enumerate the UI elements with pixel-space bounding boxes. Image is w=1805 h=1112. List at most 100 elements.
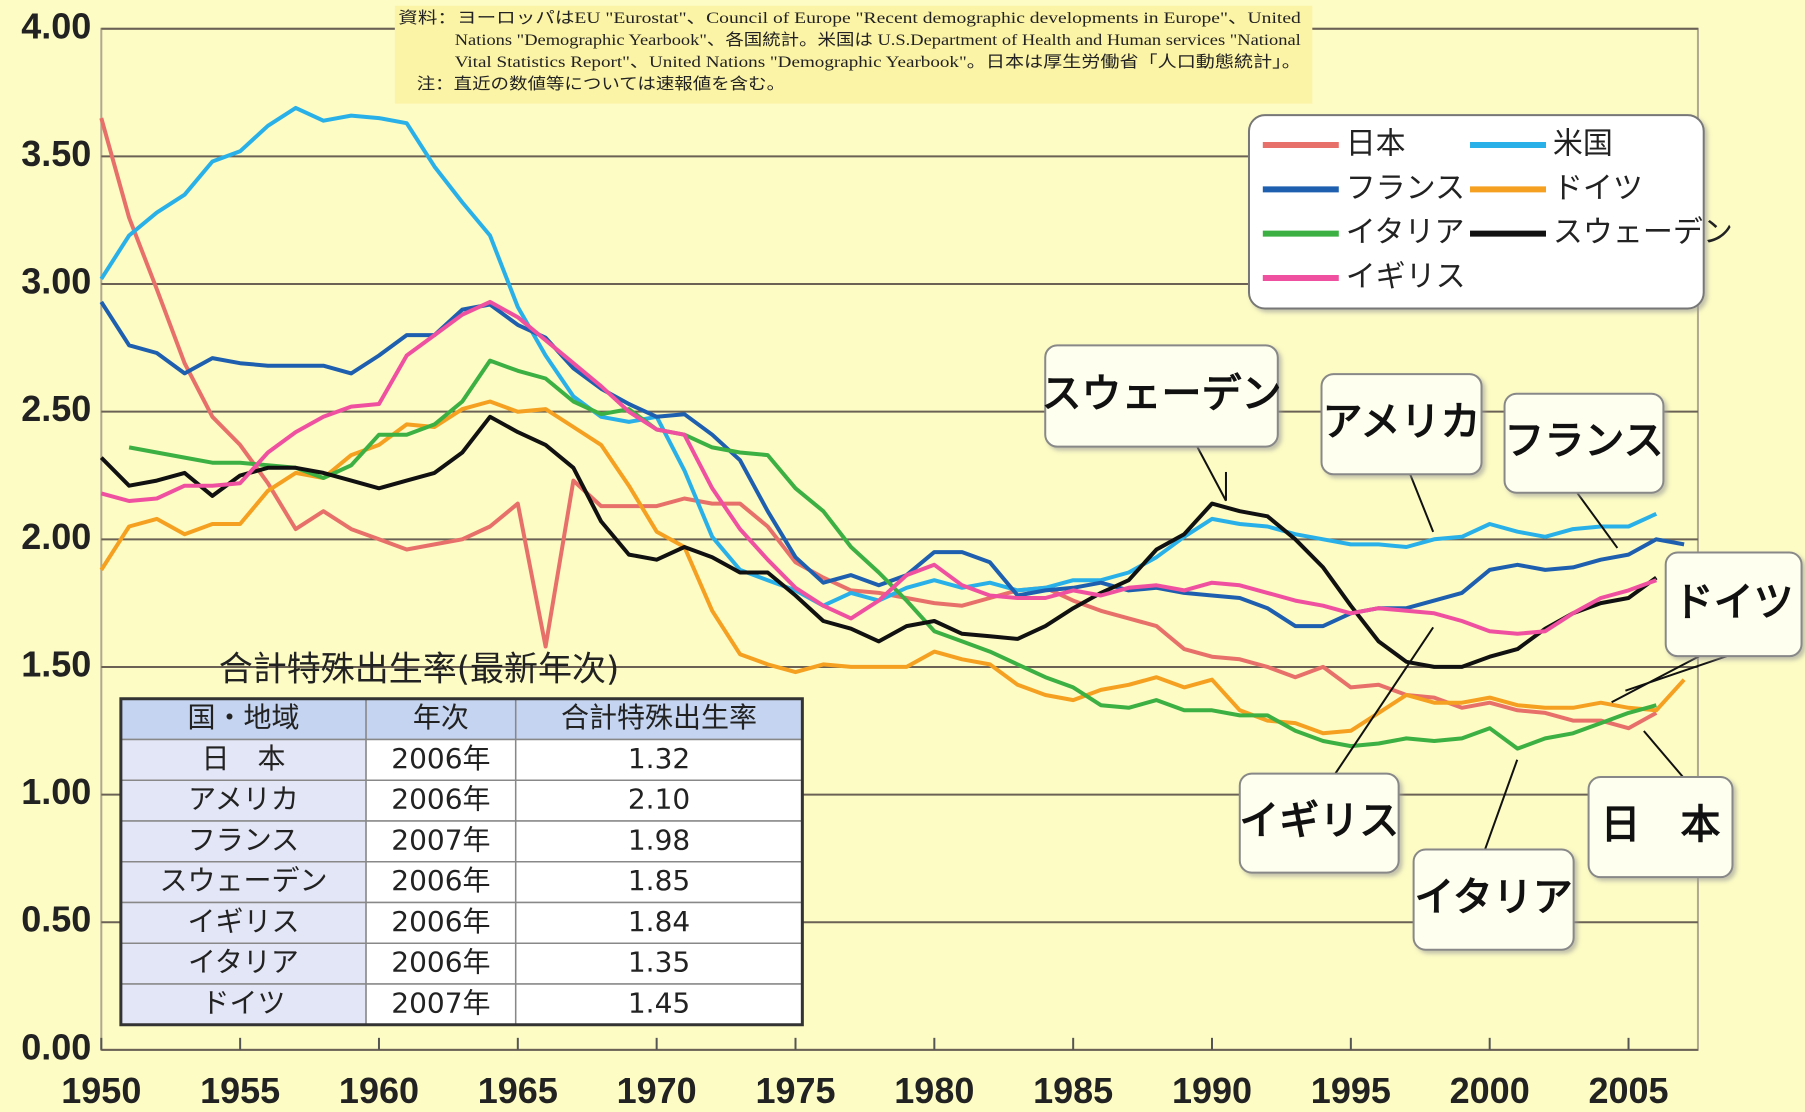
y-tick-label: 2.00 <box>21 516 91 557</box>
legend-label: 日本 <box>1346 127 1406 162</box>
table-text: 2007年 <box>391 823 490 856</box>
callout-pointer <box>1625 655 1728 692</box>
callout-pointer <box>1334 626 1435 775</box>
series-line <box>99 300 1685 629</box>
y-tick-label: 3.50 <box>21 133 91 174</box>
table-text: 1.84 <box>628 905 690 938</box>
callout-label: イタリア <box>1414 875 1572 921</box>
table-cell <box>120 820 367 863</box>
table-text: 2006年 <box>391 905 490 938</box>
table-text: スウェーデン <box>159 864 327 897</box>
y-tick-label: 2.50 <box>21 388 91 429</box>
callout-box <box>1503 392 1665 494</box>
y-tick-label: 4.00 <box>21 5 91 46</box>
table-cell <box>365 779 517 822</box>
note-line: 資料：ヨーロッパはEU "Eurostat"、Council of Europe… <box>398 9 1301 27</box>
y-tick-label: 1.00 <box>21 771 91 812</box>
x-tick-label: 2005 <box>1588 1070 1668 1111</box>
table-cell <box>514 860 804 904</box>
table-text: 日 本 <box>201 742 285 775</box>
callout-box <box>1044 344 1279 448</box>
x-tick-label: 1995 <box>1311 1070 1391 1111</box>
table-cell <box>120 983 367 1026</box>
legend-label: スウェーデン <box>1553 215 1733 250</box>
series-line <box>99 414 1658 669</box>
callout-label: イギリス <box>1239 798 1399 844</box>
legend-label: イギリス <box>1346 260 1466 295</box>
table-text: ドイツ <box>201 986 285 1019</box>
table-cell <box>365 860 517 904</box>
x-tick-label: 1960 <box>339 1070 419 1111</box>
callout-box <box>1587 776 1734 879</box>
table-text: 1.98 <box>628 823 690 856</box>
note-line: Nations "Demographic Yearbook"、各国統計。米国は … <box>455 31 1302 49</box>
callout-box <box>1320 373 1483 476</box>
table-header: 国・地域 <box>187 701 299 734</box>
table-title: 合計特殊出生率(最新年次) <box>219 650 620 690</box>
series-line <box>99 117 1658 731</box>
table-header: 年次 <box>413 701 469 734</box>
table-text: イタリア <box>188 946 299 979</box>
table-cell <box>514 942 804 985</box>
table-text: アメリカ <box>188 783 299 816</box>
table-cell <box>120 697 367 741</box>
callout-label: スウェーデン <box>1042 371 1282 417</box>
table-header: 合計特殊出生率 <box>561 701 757 734</box>
callout-pointer <box>1643 730 1684 778</box>
table-text: 1.85 <box>628 864 690 897</box>
table-cell <box>514 820 804 863</box>
note-line: 注：直近の数値等については速報値を含む。 <box>417 75 785 93</box>
table-text: フランス <box>188 823 299 856</box>
table-cell <box>365 738 517 781</box>
table-text: 1.35 <box>628 946 690 979</box>
y-tick-label: 1.50 <box>21 643 91 684</box>
callout-pointer <box>1409 473 1435 533</box>
y-tick-label: 0.50 <box>21 899 91 940</box>
table-cell <box>365 942 517 985</box>
legend-label: イタリア <box>1346 215 1465 250</box>
y-tick-label: 3.00 <box>21 261 91 302</box>
table-text: イギリス <box>187 905 299 938</box>
table-text: 1.45 <box>628 986 690 1019</box>
table-text: 2006年 <box>391 864 490 897</box>
legend-box <box>1247 114 1705 310</box>
callout-label: 日 本 <box>1601 802 1721 848</box>
x-tick-label: 1970 <box>617 1070 697 1111</box>
callout-label: アメリカ <box>1323 399 1481 445</box>
callout-label: フランス <box>1504 418 1663 464</box>
legend-label: ドイツ <box>1553 171 1643 206</box>
y-tick-label: 0.00 <box>21 1026 91 1067</box>
legend-label: フランス <box>1346 171 1465 206</box>
table-text: 2006年 <box>391 783 490 816</box>
callout-label: ドイツ <box>1674 579 1794 625</box>
x-tick-label: 2000 <box>1450 1070 1530 1111</box>
callout-pointer <box>1196 446 1227 502</box>
callout-box <box>1412 848 1575 951</box>
table-text: 2006年 <box>391 946 490 979</box>
table-text: 2007年 <box>391 986 490 1019</box>
table-cell <box>365 901 517 945</box>
table-cell <box>514 983 804 1026</box>
x-tick-label: 1985 <box>1033 1070 1113 1111</box>
table-text: 1.32 <box>628 742 690 775</box>
table-cell <box>365 820 517 863</box>
callout-pointer <box>1576 492 1619 549</box>
legend-label: 米国 <box>1553 127 1613 162</box>
callout-box <box>1664 551 1803 658</box>
x-tick-label: 1965 <box>478 1070 558 1111</box>
table-text: 2006年 <box>391 742 490 775</box>
x-tick-label: 1955 <box>200 1070 280 1111</box>
note-line: Vital Statistics Report"、United Nations … <box>455 53 1301 71</box>
x-tick-label: 1950 <box>61 1070 141 1111</box>
note-box <box>394 5 1313 104</box>
callout-box <box>1238 772 1400 874</box>
callout-pointer <box>1611 652 1705 704</box>
x-tick-label: 1975 <box>755 1070 835 1111</box>
table-text: 2.10 <box>628 783 690 816</box>
table-frame <box>119 697 804 1027</box>
x-tick-label: 1990 <box>1172 1070 1252 1111</box>
callout-pointer <box>1484 759 1519 850</box>
series-line <box>100 299 1657 636</box>
x-tick-label: 1980 <box>894 1070 974 1111</box>
